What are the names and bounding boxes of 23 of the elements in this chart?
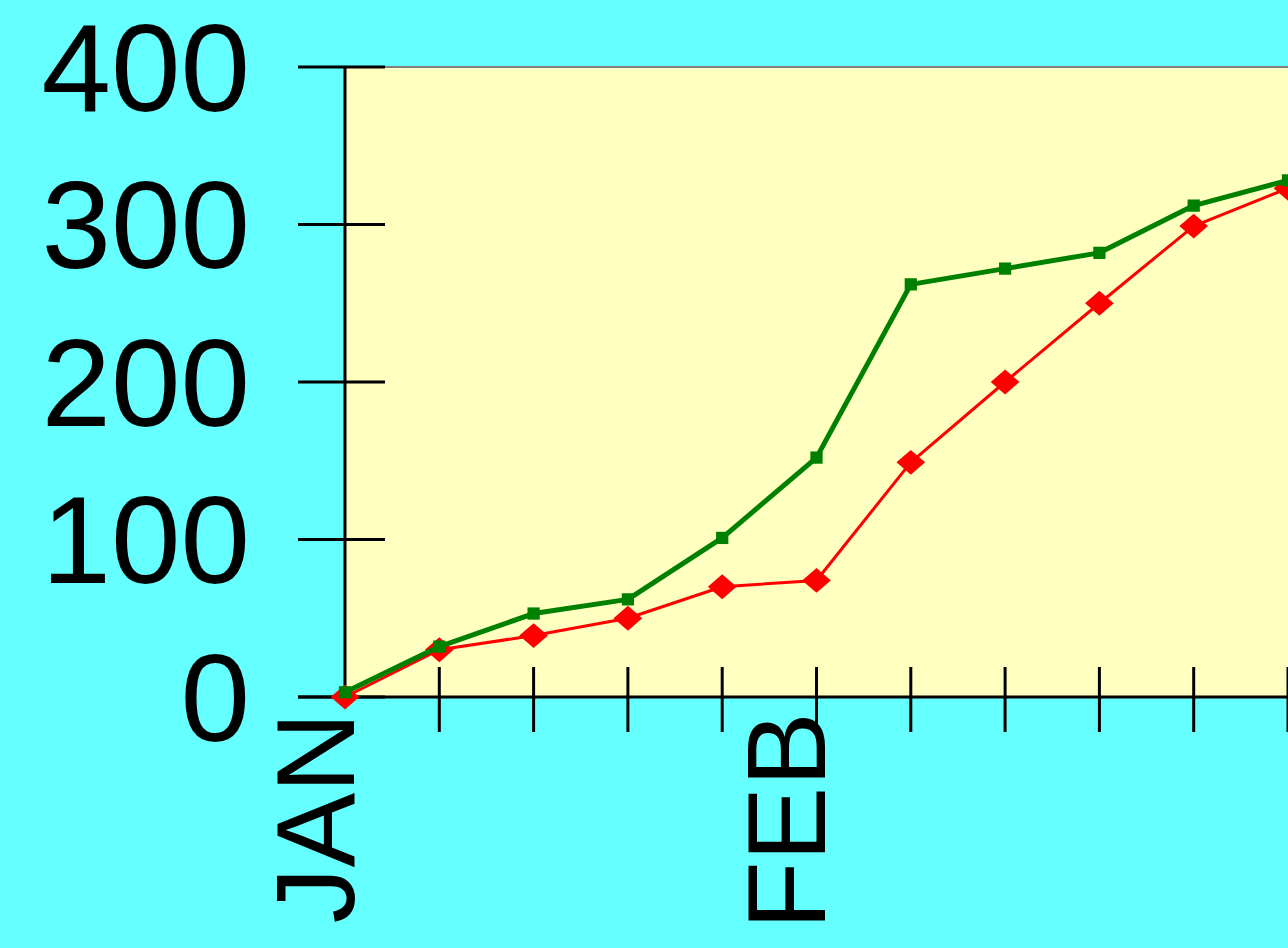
point	[621, 593, 635, 606]
y-tick-label: 0	[180, 627, 250, 767]
point	[990, 369, 1020, 395]
y-tick-label: 100	[41, 470, 250, 609]
y-tick-label: 400	[41, 0, 250, 137]
point	[1187, 199, 1200, 212]
point	[1093, 246, 1106, 259]
point	[904, 278, 917, 291]
point	[802, 568, 831, 593]
point	[613, 605, 643, 631]
point	[707, 574, 737, 600]
point	[896, 449, 926, 475]
point	[1179, 213, 1209, 239]
x-tick-label: FEB	[724, 712, 849, 930]
y-tick-label: 200	[41, 312, 250, 452]
y-tick-label: 300	[41, 155, 250, 294]
point	[998, 262, 1012, 275]
x-tick-label: JAN	[252, 712, 378, 924]
point	[716, 531, 729, 545]
point	[1085, 290, 1114, 316]
point	[519, 623, 548, 648]
point	[527, 607, 540, 620]
point	[810, 451, 823, 464]
